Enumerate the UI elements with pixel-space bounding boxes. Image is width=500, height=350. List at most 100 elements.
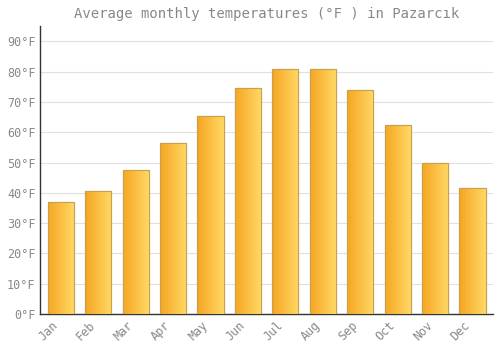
Bar bbox=[210, 116, 212, 314]
Bar bbox=[58, 202, 59, 314]
Bar bbox=[351, 90, 352, 314]
Bar bbox=[102, 191, 104, 314]
Bar bbox=[360, 90, 362, 314]
Bar bbox=[280, 69, 281, 314]
Bar bbox=[96, 191, 97, 314]
Bar bbox=[221, 116, 222, 314]
Bar bbox=[198, 116, 224, 314]
Bar bbox=[242, 88, 244, 314]
Bar bbox=[372, 90, 374, 314]
Bar bbox=[424, 162, 426, 314]
Bar bbox=[244, 88, 246, 314]
Bar bbox=[466, 188, 467, 314]
Bar bbox=[206, 116, 208, 314]
Bar bbox=[177, 143, 178, 314]
Bar bbox=[422, 162, 448, 314]
Bar bbox=[49, 202, 50, 314]
Bar bbox=[315, 69, 316, 314]
Bar bbox=[61, 202, 62, 314]
Bar bbox=[162, 143, 164, 314]
Bar bbox=[56, 202, 57, 314]
Bar bbox=[198, 116, 199, 314]
Bar bbox=[65, 202, 66, 314]
Bar bbox=[364, 90, 366, 314]
Bar bbox=[93, 191, 94, 314]
Bar bbox=[128, 170, 129, 314]
Bar bbox=[125, 170, 126, 314]
Bar bbox=[213, 116, 214, 314]
Bar bbox=[476, 188, 478, 314]
Bar bbox=[136, 170, 137, 314]
Bar bbox=[254, 88, 256, 314]
Bar bbox=[144, 170, 145, 314]
Bar bbox=[178, 143, 180, 314]
Bar bbox=[253, 88, 254, 314]
Bar bbox=[110, 191, 112, 314]
Bar bbox=[185, 143, 186, 314]
Bar bbox=[323, 69, 324, 314]
Bar bbox=[355, 90, 356, 314]
Bar bbox=[174, 143, 176, 314]
Bar bbox=[275, 69, 276, 314]
Bar bbox=[326, 69, 328, 314]
Bar bbox=[312, 69, 314, 314]
Bar bbox=[130, 170, 132, 314]
Bar bbox=[88, 191, 89, 314]
Bar bbox=[438, 162, 439, 314]
Bar bbox=[164, 143, 166, 314]
Bar bbox=[332, 69, 334, 314]
Bar bbox=[278, 69, 279, 314]
Bar bbox=[246, 88, 248, 314]
Bar bbox=[432, 162, 434, 314]
Bar bbox=[132, 170, 133, 314]
Bar bbox=[402, 125, 403, 314]
Bar bbox=[460, 188, 485, 314]
Bar bbox=[235, 88, 261, 314]
Bar bbox=[238, 88, 239, 314]
Bar bbox=[145, 170, 146, 314]
Bar bbox=[106, 191, 108, 314]
Bar bbox=[296, 69, 297, 314]
Bar bbox=[172, 143, 173, 314]
Bar bbox=[391, 125, 392, 314]
Bar bbox=[85, 191, 112, 314]
Bar bbox=[475, 188, 476, 314]
Bar bbox=[199, 116, 200, 314]
Bar bbox=[347, 90, 348, 314]
Bar bbox=[284, 69, 286, 314]
Bar bbox=[310, 69, 311, 314]
Bar bbox=[319, 69, 320, 314]
Bar bbox=[328, 69, 330, 314]
Bar bbox=[330, 69, 332, 314]
Bar bbox=[148, 170, 149, 314]
Bar bbox=[350, 90, 351, 314]
Bar bbox=[446, 162, 447, 314]
Bar bbox=[399, 125, 400, 314]
Bar bbox=[208, 116, 209, 314]
Bar bbox=[97, 191, 98, 314]
Bar bbox=[310, 69, 336, 314]
Bar bbox=[396, 125, 398, 314]
Bar bbox=[70, 202, 71, 314]
Bar bbox=[297, 69, 298, 314]
Bar bbox=[347, 90, 374, 314]
Bar bbox=[316, 69, 318, 314]
Bar bbox=[478, 188, 479, 314]
Bar bbox=[108, 191, 109, 314]
Bar bbox=[90, 191, 92, 314]
Bar bbox=[272, 69, 298, 314]
Bar bbox=[141, 170, 142, 314]
Bar bbox=[235, 88, 236, 314]
Bar bbox=[272, 69, 274, 314]
Bar bbox=[320, 69, 322, 314]
Bar bbox=[334, 69, 336, 314]
Bar bbox=[436, 162, 438, 314]
Bar bbox=[467, 188, 468, 314]
Bar bbox=[468, 188, 470, 314]
Bar bbox=[137, 170, 138, 314]
Bar bbox=[60, 202, 61, 314]
Bar bbox=[52, 202, 53, 314]
Bar bbox=[160, 143, 186, 314]
Bar bbox=[362, 90, 363, 314]
Bar bbox=[384, 125, 410, 314]
